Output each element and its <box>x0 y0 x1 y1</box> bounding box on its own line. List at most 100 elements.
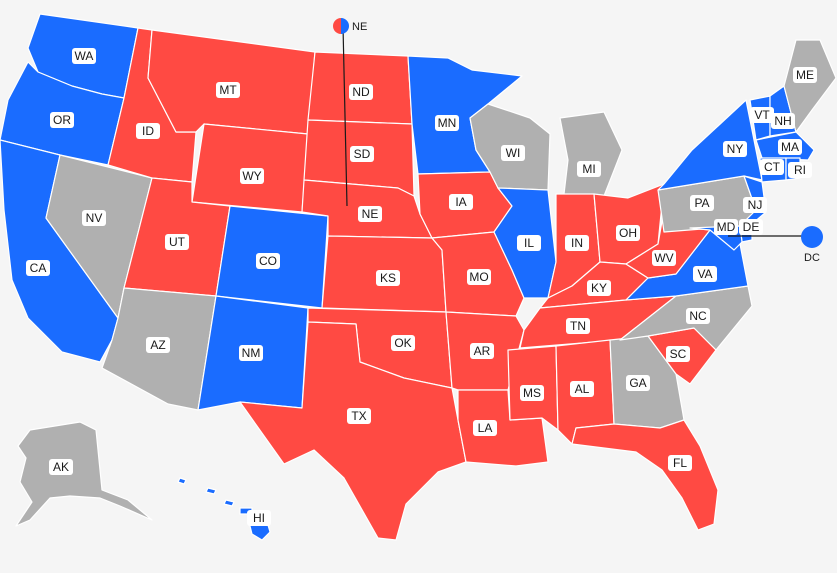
state-label-MT: MT <box>216 82 240 98</box>
state-label-text: NH <box>774 114 791 128</box>
state-label-bg <box>350 146 374 162</box>
state-label-text: VA <box>697 267 712 281</box>
state-label-VA: VA <box>693 266 717 282</box>
state-label-text: TX <box>351 409 366 423</box>
state-label-NJ: NJ <box>743 197 767 213</box>
state-label-IA: IA <box>449 194 473 210</box>
state-label-bg <box>616 225 640 241</box>
state-label-bg <box>760 159 784 175</box>
state-HI[interactable] <box>177 477 271 541</box>
state-label-bg <box>668 455 692 471</box>
state-label-LA: LA <box>473 420 497 436</box>
state-label-text: RI <box>794 163 806 177</box>
state-label-bg <box>501 145 525 161</box>
state-label-NC: NC <box>686 308 710 324</box>
state-label-AL: AL <box>570 381 594 397</box>
state-label-HI: HI <box>247 510 271 526</box>
ne-leader-line <box>342 25 348 207</box>
state-label-bg <box>470 343 494 359</box>
state-label-bg <box>435 115 459 131</box>
state-label-text: WY <box>242 169 261 183</box>
state-label-bg <box>146 337 170 353</box>
state-label-bg <box>686 308 710 324</box>
ne-split-marker[interactable]: NE <box>333 18 367 207</box>
state-label-text: MS <box>523 386 541 400</box>
state-label-bg <box>723 141 747 157</box>
state-label-text: NE <box>362 207 379 221</box>
state-FL[interactable] <box>571 419 719 531</box>
state-label-text: CO <box>259 254 277 268</box>
state-label-bg <box>693 266 717 282</box>
state-label-NY: NY <box>723 141 747 157</box>
state-TX[interactable] <box>239 321 467 541</box>
state-AK[interactable] <box>15 421 153 527</box>
state-label-bg <box>391 335 415 351</box>
state-label-bg <box>376 270 400 286</box>
state-label-bg <box>349 84 373 100</box>
state-label-text: MT <box>219 83 237 97</box>
state-label-NM: NM <box>239 345 263 361</box>
state-label-IL: IL <box>517 235 541 251</box>
state-label-text: OK <box>394 336 411 350</box>
state-label-text: AK <box>53 460 69 474</box>
ne-split-left-half <box>333 18 341 34</box>
state-label-bg <box>240 168 264 184</box>
state-label-text: IA <box>455 195 466 209</box>
state-label-MI: MI <box>577 161 601 177</box>
state-label-text: FL <box>673 456 687 470</box>
state-label-bg <box>652 250 676 266</box>
state-label-NE: NE <box>358 206 382 222</box>
state-MI[interactable] <box>559 111 623 197</box>
state-label-OK: OK <box>391 335 415 351</box>
state-label-text: ND <box>352 85 370 99</box>
state-label-text: OR <box>53 113 71 127</box>
state-label-text: MA <box>781 140 799 154</box>
state-label-text: MN <box>438 116 457 130</box>
dc-marker[interactable]: DC <box>728 226 823 264</box>
ne-split-right-half <box>341 18 349 34</box>
state-label-text: NJ <box>748 198 763 212</box>
state-NY[interactable] <box>657 99 763 191</box>
state-label-SD: SD <box>350 146 374 162</box>
state-label-text: AZ <box>150 338 165 352</box>
state-label-bg <box>517 235 541 251</box>
state-label-IN: IN <box>565 235 589 251</box>
state-label-text: SC <box>670 347 687 361</box>
state-label-OR: OR <box>50 112 74 128</box>
state-label-SC: SC <box>666 346 690 362</box>
state-label-DE: DE <box>739 219 763 235</box>
state-label-text: MO <box>469 270 488 284</box>
state-label-bg <box>690 195 714 211</box>
state-label-AK: AK <box>49 459 73 475</box>
state-labels: WA OR CA NV ID MT WY UT AZ CO NM ND SD NE KS OK TX MN IA MO… <box>26 48 817 526</box>
state-label-bg <box>793 67 817 83</box>
state-label-GA: GA <box>626 375 650 391</box>
state-label-KS: KS <box>376 270 400 286</box>
state-label-bg <box>743 197 767 213</box>
state-label-ID: ID <box>136 123 160 139</box>
state-LA[interactable] <box>457 389 549 467</box>
state-label-bg <box>72 48 96 64</box>
state-label-bg <box>50 112 74 128</box>
state-label-OH: OH <box>616 225 640 241</box>
state-label-text: IL <box>524 236 534 250</box>
state-label-text: NC <box>689 309 707 323</box>
state-label-text: SD <box>354 147 371 161</box>
state-label-text: PA <box>694 196 709 210</box>
state-label-MD: MD <box>714 219 738 235</box>
state-label-bg <box>778 139 802 155</box>
state-label-bg <box>347 408 371 424</box>
state-label-bg <box>565 235 589 251</box>
state-label-WI: WI <box>501 145 525 161</box>
state-label-AZ: AZ <box>146 337 170 353</box>
state-label-MN: MN <box>435 115 459 131</box>
state-label-RI: RI <box>788 162 812 178</box>
state-label-bg <box>666 346 690 362</box>
state-label-bg <box>49 459 73 475</box>
state-label-bg <box>358 206 382 222</box>
state-label-bg <box>570 381 594 397</box>
state-label-bg <box>256 253 280 269</box>
state-label-bg <box>587 280 611 296</box>
state-label-bg <box>566 318 590 334</box>
